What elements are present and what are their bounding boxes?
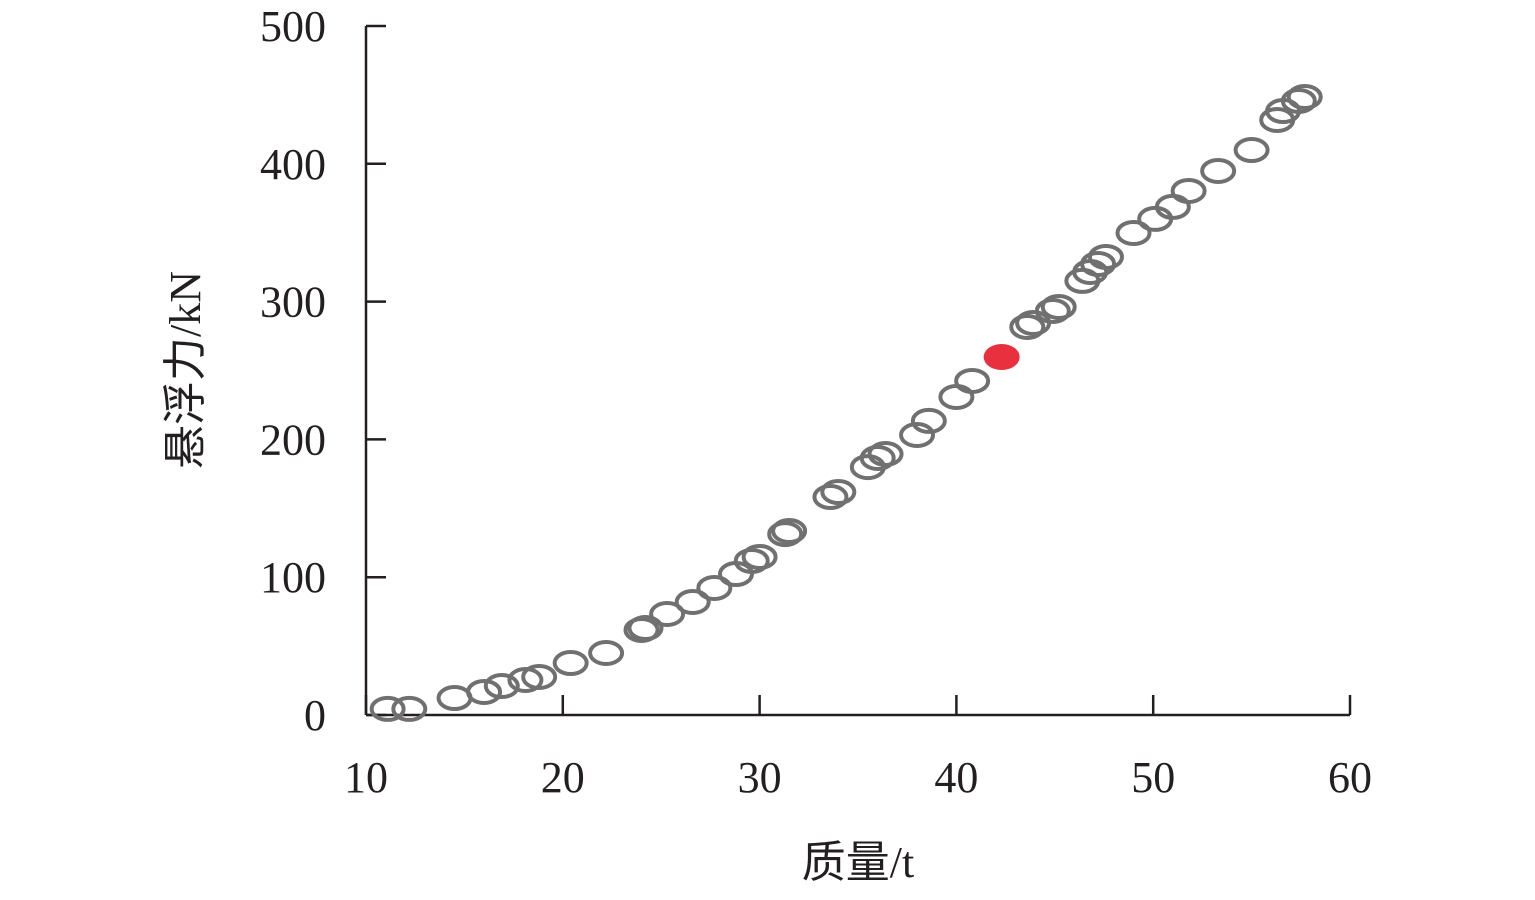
data-point <box>521 663 558 690</box>
data-point <box>627 615 664 642</box>
x-axis-label: 质量/t <box>802 838 914 887</box>
data-point <box>466 678 503 705</box>
data-point <box>771 518 808 545</box>
x-tick-label: 20 <box>541 753 585 802</box>
data-point <box>1200 157 1237 184</box>
data-point <box>1233 137 1270 164</box>
data-point <box>1280 87 1317 114</box>
y-tick-label: 400 <box>260 140 326 189</box>
x-tick-label: 60 <box>1328 753 1372 802</box>
data-point <box>1087 243 1124 270</box>
data-point <box>1080 250 1117 277</box>
highlighted-data-point <box>983 343 1020 370</box>
y-tick-label: 300 <box>260 278 326 327</box>
data-point <box>899 421 936 448</box>
y-tick-label: 500 <box>260 2 326 51</box>
data-point <box>1009 313 1046 340</box>
data-point <box>369 695 406 722</box>
data-point <box>674 589 711 616</box>
x-tick-label: 10 <box>344 753 388 802</box>
y-tick-label: 0 <box>304 691 326 740</box>
data-point <box>741 543 778 570</box>
data-point <box>483 673 520 700</box>
y-tick-label: 100 <box>260 553 326 602</box>
data-point <box>552 650 589 677</box>
data-point <box>820 479 857 506</box>
data-point <box>436 685 473 712</box>
data-point <box>1034 297 1071 324</box>
data-point <box>867 441 904 468</box>
data-point <box>859 445 896 472</box>
data-point <box>954 367 991 394</box>
y-axis-label: 悬浮力/kN <box>161 271 210 469</box>
data-point <box>696 574 733 601</box>
x-tick-label: 40 <box>934 753 978 802</box>
data-point <box>938 383 975 410</box>
data-point <box>910 407 947 434</box>
axes: 10 20 30 40 50 60 0 100 200 300 400 500 <box>260 2 1372 802</box>
data-point <box>391 695 428 722</box>
data-point <box>812 484 849 511</box>
data-point <box>767 521 804 548</box>
data-point <box>1115 219 1152 246</box>
x-tick-label: 30 <box>738 753 782 802</box>
data-point <box>588 639 625 666</box>
x-tick-label: 50 <box>1131 753 1175 802</box>
data-point <box>1286 83 1323 110</box>
data-point <box>733 547 770 574</box>
data-point <box>649 600 686 627</box>
y-tick-label: 200 <box>260 415 326 464</box>
data-point <box>1040 293 1077 320</box>
data-points <box>369 83 1323 722</box>
data-point <box>1170 177 1207 204</box>
